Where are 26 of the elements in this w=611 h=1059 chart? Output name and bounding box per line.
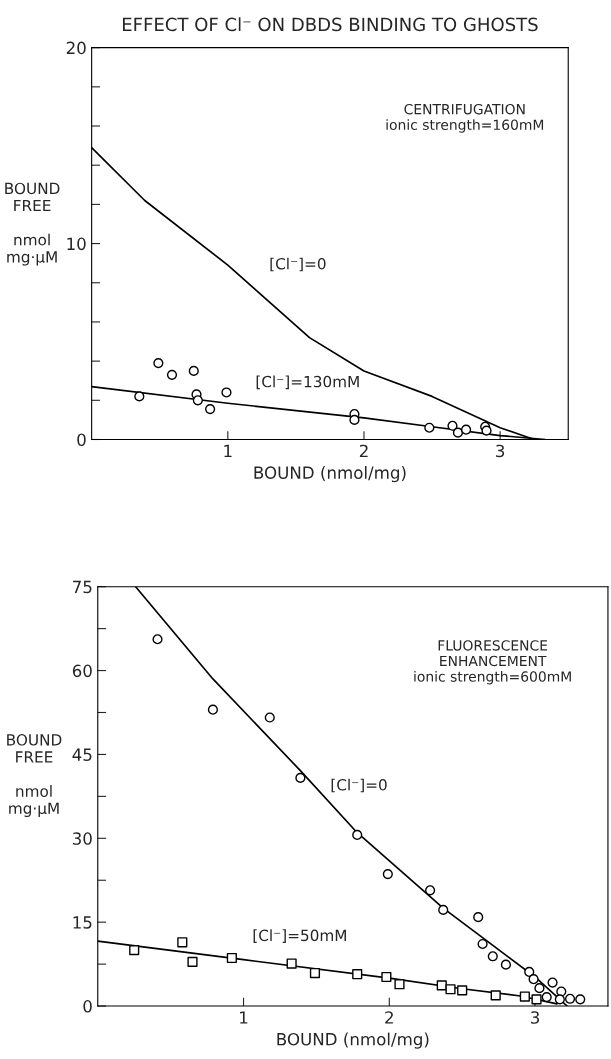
- y-tick-label: 75: [73, 580, 92, 594]
- y-tick-label: 45: [72, 748, 92, 761]
- annotation: [Cl⁻]=0: [331, 778, 387, 793]
- y-tick-label: 0: [83, 1000, 92, 1013]
- x-tick-label: 2: [359, 444, 368, 458]
- annotation: [Cl⁻]=0: [270, 257, 326, 272]
- y-tick-label: 10: [67, 237, 86, 251]
- x-tick-label: 3: [496, 444, 505, 458]
- y-tick-label: 0: [77, 433, 86, 447]
- x-tick-label: 3: [531, 1011, 540, 1024]
- x-tick-label: 1: [224, 444, 232, 458]
- x-tick-label: 2: [385, 1011, 393, 1024]
- y-tick-label: 60: [72, 664, 92, 678]
- annotation: [Cl⁻]=130mM: [256, 375, 359, 390]
- text: BOUND FREE nmol mg·μM: [7, 734, 62, 818]
- annotation: FLUORESCENCE ENHANCEMENT ionic strength=600mM: [414, 640, 571, 685]
- x-axis-title: BOUND (nmol/mg): [254, 466, 406, 483]
- y-tick-label: 15: [73, 916, 92, 929]
- x-tick-label: 1: [240, 1011, 248, 1024]
- annotation: [Cl⁻]=50mM: [253, 929, 346, 943]
- chart-title: EFFECT OF Cl⁻ ON DBDS BINDING TO GHOSTS: [122, 17, 538, 32]
- annotation: CENTRIFUGATION ionic strength=160mM: [386, 103, 544, 133]
- text: BOUND FREE nmol mg·μM: [5, 182, 60, 266]
- y-tick-label: 30: [72, 832, 92, 845]
- y-tick-label: 20: [66, 41, 86, 55]
- x-axis-title: BOUND (nmol/mg): [277, 1032, 429, 1049]
